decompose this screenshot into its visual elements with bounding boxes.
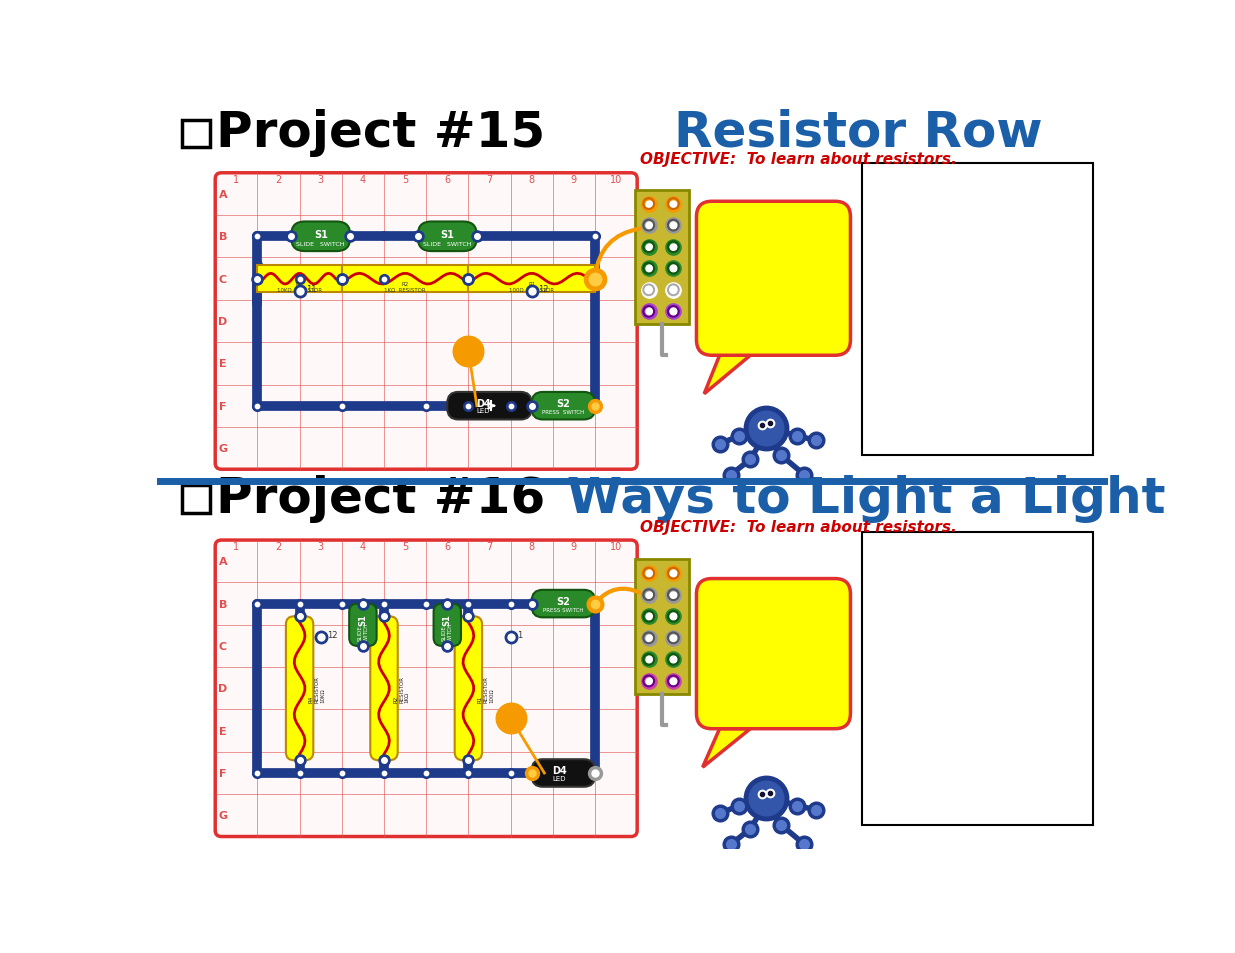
FancyBboxPatch shape — [532, 393, 595, 420]
Text: SLIDE
SWITCH: SLIDE SWITCH — [357, 622, 368, 643]
Text: F: F — [219, 401, 227, 412]
Text: Ways to Light a Light: Ways to Light a Light — [567, 475, 1165, 522]
FancyBboxPatch shape — [697, 202, 851, 355]
Text: 3: 3 — [317, 541, 324, 552]
FancyBboxPatch shape — [215, 173, 637, 470]
Text: 12: 12 — [327, 631, 337, 639]
Text: D4: D4 — [552, 765, 567, 775]
Text: Project #16: Project #16 — [216, 475, 546, 522]
FancyBboxPatch shape — [370, 617, 398, 760]
Text: B: B — [219, 598, 227, 609]
Text: Project #15: Project #15 — [216, 109, 546, 157]
Text: SLIDE   SWITCH: SLIDE SWITCH — [424, 241, 472, 247]
Polygon shape — [703, 729, 751, 767]
Text: 9: 9 — [571, 541, 577, 552]
Text: C: C — [219, 274, 227, 284]
Text: 10: 10 — [610, 541, 622, 552]
Text: 10: 10 — [610, 174, 622, 185]
FancyBboxPatch shape — [417, 222, 477, 252]
Text: C: C — [219, 641, 227, 651]
Text: 8: 8 — [529, 541, 535, 552]
Bar — [257, 266, 342, 294]
Text: SLIDE
SWITCH: SLIDE SWITCH — [442, 622, 453, 643]
Text: R2
1KΩ  RESISTOR: R2 1KΩ RESISTOR — [384, 282, 426, 293]
Bar — [182, 486, 210, 514]
Bar — [862, 533, 1093, 825]
Text: Resistor Row: Resistor Row — [674, 109, 1042, 157]
Text: B: B — [219, 232, 227, 242]
FancyBboxPatch shape — [532, 760, 595, 787]
Text: OBJECTIVE:  To learn about resistors.: OBJECTIVE: To learn about resistors. — [640, 152, 957, 167]
Text: E: E — [219, 359, 227, 369]
Bar — [342, 266, 468, 294]
Text: F: F — [219, 768, 227, 779]
Text: A: A — [219, 557, 227, 567]
Text: S1: S1 — [441, 230, 454, 240]
Bar — [468, 266, 595, 294]
Text: 1: 1 — [233, 174, 240, 185]
Polygon shape — [704, 355, 751, 395]
Text: A: A — [219, 190, 227, 200]
FancyBboxPatch shape — [350, 604, 377, 646]
Text: OBJECTIVE:  To learn about resistors.: OBJECTIVE: To learn about resistors. — [640, 519, 957, 534]
Text: 7: 7 — [487, 174, 493, 185]
FancyBboxPatch shape — [215, 540, 637, 837]
Text: R2
RESISTOR
1KΩ: R2 RESISTOR 1KΩ — [393, 675, 410, 702]
Text: PRESS  SWITCH: PRESS SWITCH — [542, 410, 584, 415]
FancyBboxPatch shape — [532, 590, 595, 618]
Text: S2: S2 — [557, 399, 571, 409]
Text: LED: LED — [477, 408, 490, 414]
Text: 9: 9 — [571, 174, 577, 185]
FancyBboxPatch shape — [447, 393, 532, 420]
FancyBboxPatch shape — [697, 579, 851, 729]
Text: 1: 1 — [516, 631, 522, 639]
FancyBboxPatch shape — [291, 222, 351, 252]
Text: 6: 6 — [445, 174, 451, 185]
Text: E: E — [219, 726, 227, 736]
Bar — [635, 559, 689, 695]
Text: SLIDE   SWITCH: SLIDE SWITCH — [296, 241, 345, 247]
Text: 2: 2 — [275, 541, 282, 552]
Bar — [182, 120, 210, 149]
Text: 5: 5 — [401, 541, 409, 552]
Text: S1: S1 — [314, 230, 327, 240]
Text: G: G — [219, 810, 227, 821]
Text: 3: 3 — [317, 174, 324, 185]
Text: S1: S1 — [443, 613, 452, 625]
Text: 6: 6 — [445, 541, 451, 552]
Text: R4
10KΩ  RESISTOR: R4 10KΩ RESISTOR — [277, 282, 322, 293]
Text: 8: 8 — [529, 174, 535, 185]
Text: 2: 2 — [275, 174, 282, 185]
FancyBboxPatch shape — [285, 617, 314, 760]
Text: D: D — [219, 683, 227, 694]
Text: R1
100Ω  RESISTOR: R1 100Ω RESISTOR — [509, 282, 555, 293]
Text: D4: D4 — [475, 398, 490, 408]
Text: 4: 4 — [359, 174, 366, 185]
Text: 11: 11 — [306, 285, 316, 294]
FancyBboxPatch shape — [454, 617, 482, 760]
Text: R4
RESISTOR
10KΩ: R4 RESISTOR 10KΩ — [309, 675, 326, 702]
FancyBboxPatch shape — [433, 604, 461, 646]
Text: 12: 12 — [537, 285, 548, 294]
Text: D: D — [219, 316, 227, 327]
Text: 7: 7 — [487, 541, 493, 552]
Bar — [635, 191, 689, 325]
Text: 4: 4 — [359, 541, 366, 552]
Text: 1: 1 — [233, 541, 240, 552]
Bar — [862, 164, 1093, 456]
Text: 5: 5 — [401, 174, 409, 185]
Text: LED: LED — [553, 775, 566, 781]
Text: PRESS SWITCH: PRESS SWITCH — [543, 608, 584, 613]
Text: G: G — [219, 443, 227, 454]
Text: S2: S2 — [557, 597, 571, 607]
Text: S1: S1 — [358, 613, 367, 625]
Text: R1
RESISTOR
100Ω: R1 RESISTOR 100Ω — [478, 675, 494, 702]
